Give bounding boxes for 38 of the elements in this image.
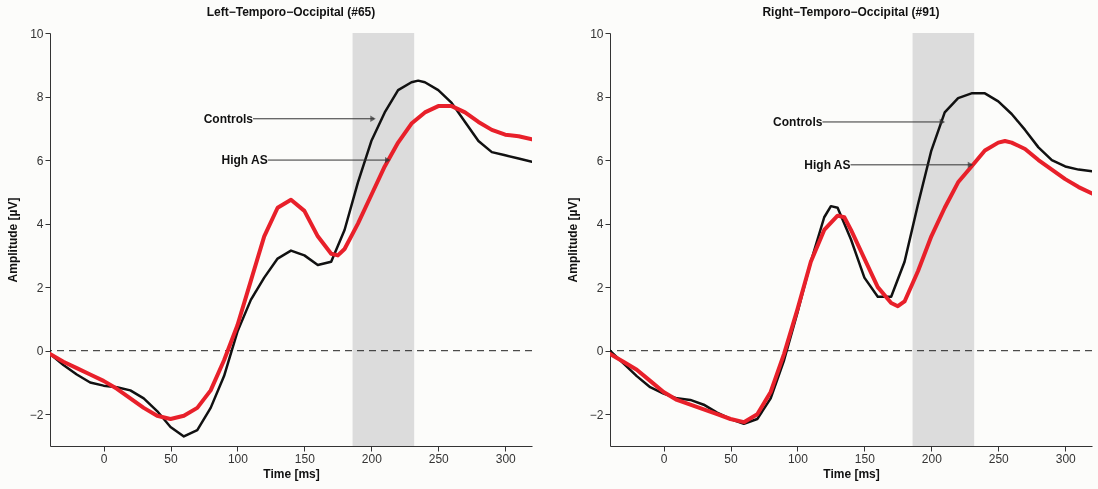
x-tick-label: 50 (724, 451, 738, 466)
y-tick-label: 10 (30, 26, 44, 41)
x-tick-label: 300 (495, 451, 517, 466)
y-tick-label: 4 (36, 217, 44, 232)
y-tick-label: 8 (36, 90, 44, 105)
y-tick-label: 0 (596, 344, 604, 359)
x-tick-label: 150 (294, 451, 316, 466)
x-axis-title: Time [ms] (823, 466, 880, 481)
chart-title: Left−Temporo−Occipital (#65) (206, 5, 376, 19)
x-tick-label: 250 (988, 451, 1010, 466)
y-tick-label: 6 (36, 153, 44, 168)
annotation: High AS (221, 153, 268, 168)
x-tick-label: 0 (100, 451, 108, 466)
y-tick-label: 4 (596, 217, 604, 232)
x-tick-label: 150 (854, 451, 876, 466)
y-tick-label: 2 (596, 280, 604, 295)
x-axis-title: Time [ms] (263, 466, 320, 481)
x-tick-label: 100 (227, 451, 249, 466)
x-tick-label: 250 (428, 451, 450, 466)
y-tick-label: 2 (36, 280, 44, 295)
y-tick-label: 6 (596, 153, 604, 168)
annotation: High AS (804, 157, 851, 172)
y-tick-label: 0 (36, 344, 44, 359)
annotation: Controls (773, 114, 823, 129)
x-tick-label: 0 (660, 451, 668, 466)
y-tick-label: −2 (589, 407, 604, 422)
y-axis-title: Amplitude [µV] (565, 197, 580, 283)
chart-title: Right−Temporo−Occipital (#91) (762, 5, 940, 19)
y-axis-title: Amplitude [µV] (5, 197, 20, 283)
annotation: Controls (203, 111, 254, 126)
x-tick-label: 200 (921, 451, 943, 466)
x-tick-label: 300 (1055, 451, 1077, 466)
y-tick-label: −2 (29, 407, 44, 422)
y-tick-label: 10 (590, 26, 604, 41)
x-tick-label: 100 (787, 451, 809, 466)
x-tick-label: 50 (164, 451, 178, 466)
y-tick-label: 8 (596, 90, 604, 105)
x-tick-label: 200 (361, 451, 383, 466)
